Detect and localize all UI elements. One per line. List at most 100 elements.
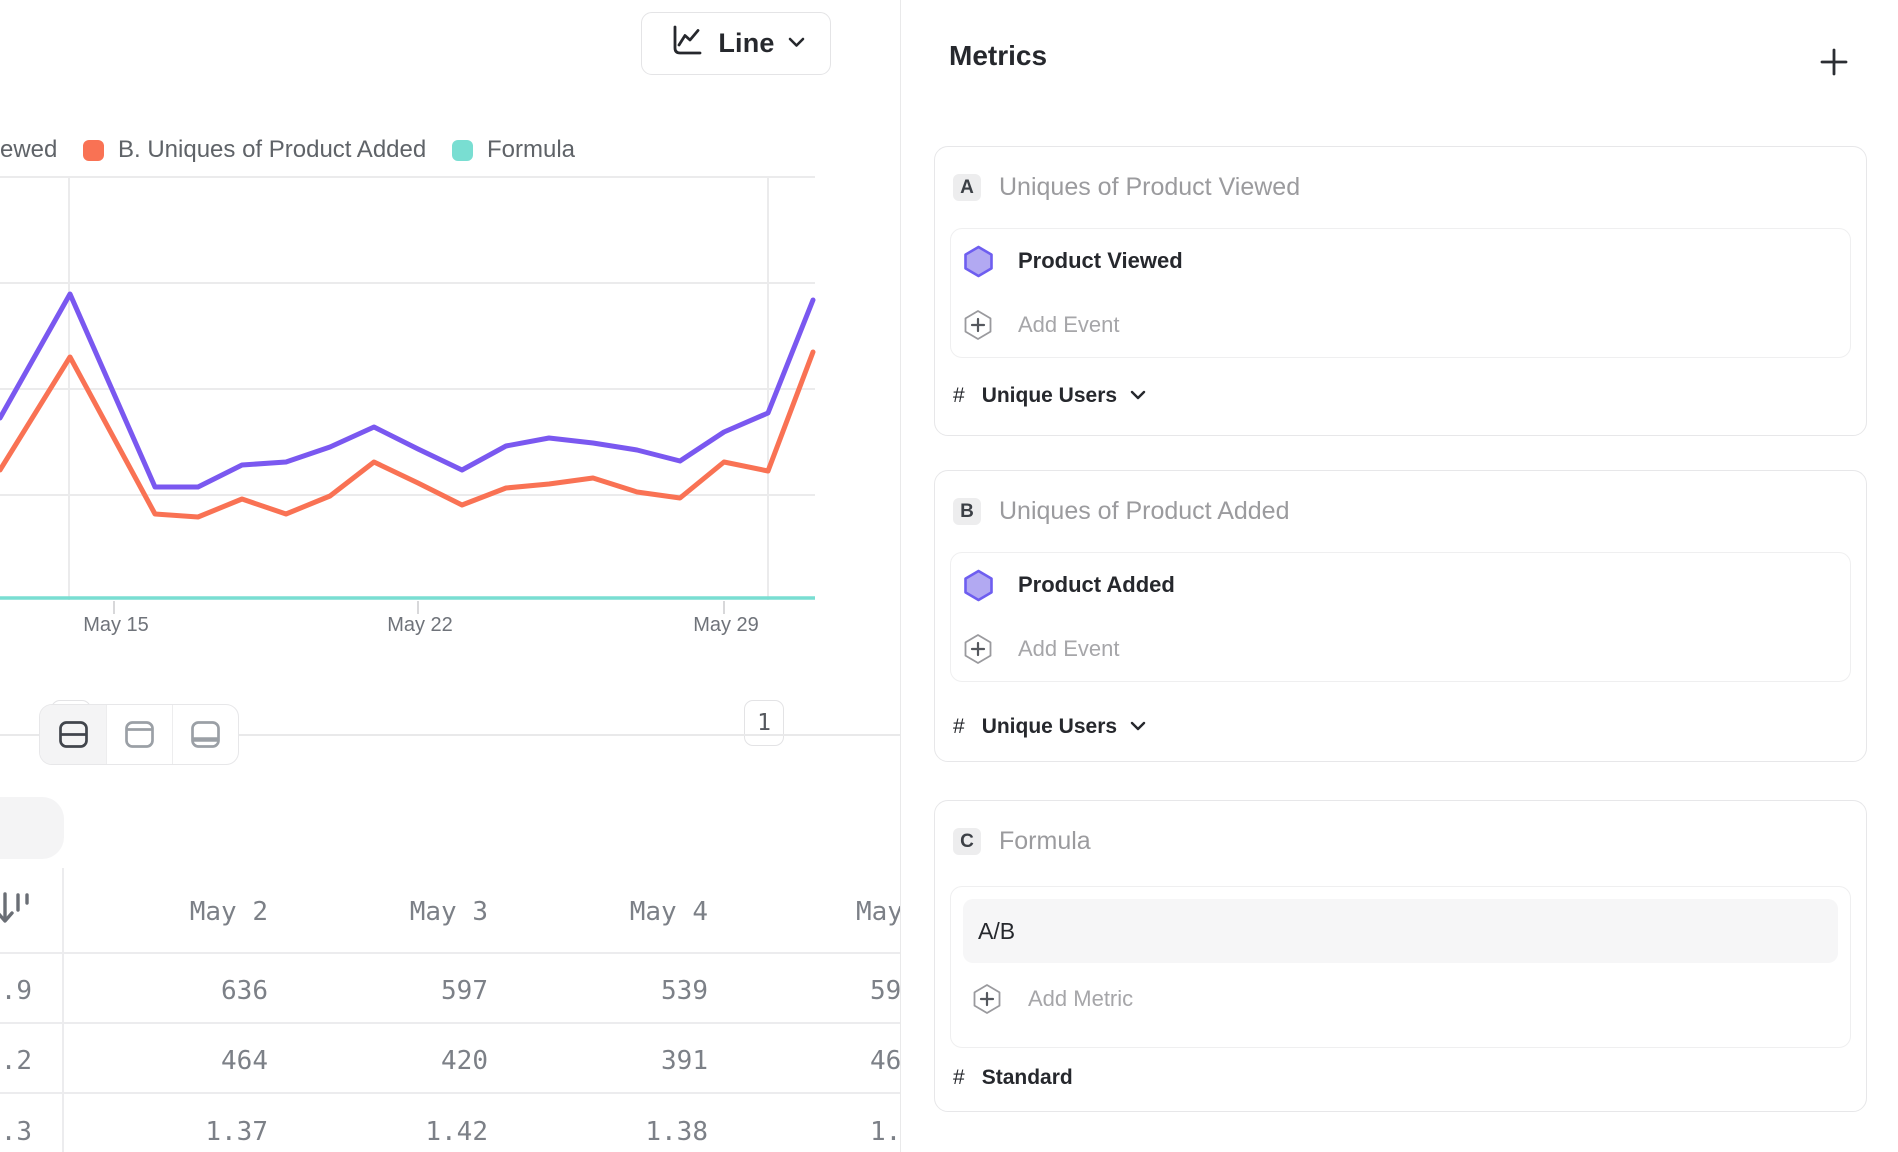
event-row-product-viewed[interactable]: Product Viewed <box>951 229 1850 293</box>
chart-type-dropdown[interactable]: Line <box>641 12 831 75</box>
event-name: Product Added <box>1018 572 1175 597</box>
metric-badge: B <box>953 498 981 525</box>
measure-selector[interactable]: # Standard <box>953 1066 1073 1090</box>
add-event-row[interactable]: Add Event <box>951 293 1850 357</box>
table-filter-chip-truncated[interactable] <box>0 797 64 859</box>
table-cell: 539 <box>661 976 708 1006</box>
metric-card-header: B Uniques of Product Added <box>953 497 1289 526</box>
measure-label: Unique Users <box>981 384 1118 407</box>
chevron-down-icon <box>788 35 805 53</box>
event-list-card: Product Viewed Add Event <box>950 228 1851 358</box>
metric-card-a: A Uniques of Product Viewed Product View… <box>934 146 1867 436</box>
metrics-panel-title: Metrics <box>949 40 1048 71</box>
legend-item-formula[interactable]: Formula <box>452 136 576 163</box>
metric-card-header: A Uniques of Product Viewed <box>953 173 1300 202</box>
header-row-icon <box>125 721 154 748</box>
metric-title: Uniques of Product Viewed <box>999 173 1301 201</box>
metrics-panel: Metrics A Uniques of Product Viewed Prod… <box>900 0 1898 1152</box>
measure-selector[interactable]: # Unique Users <box>953 715 1146 739</box>
metric-title: Uniques of Product Added <box>999 497 1290 525</box>
formula-expression: A/B <box>978 917 1016 944</box>
measure-label: Unique Users <box>981 715 1118 738</box>
table-row-divider <box>0 952 900 954</box>
annotation-marker[interactable]: 1 <box>744 700 784 746</box>
bottom-panel-icon <box>191 721 220 748</box>
table-row-divider <box>0 1022 900 1024</box>
chart-gridlines <box>0 176 815 600</box>
add-event-label: Add Event <box>1018 636 1120 661</box>
table-header-cell[interactable]: May 2 <box>189 897 268 927</box>
number-type-icon: # <box>953 384 965 407</box>
table-row-label: .2 <box>0 1046 32 1076</box>
event-name: Product Viewed <box>1018 248 1183 273</box>
legend-label: Formula <box>487 136 576 163</box>
measure-selector[interactable]: # Unique Users <box>953 384 1146 408</box>
chart-type-label: Line <box>718 28 775 58</box>
sort-descending-icon[interactable] <box>0 891 31 934</box>
event-hexagon-icon <box>964 569 993 601</box>
layout-split-rows-button[interactable] <box>40 705 106 764</box>
table-cell: 1.2 <box>870 1117 900 1147</box>
legend-label: B. Uniques of Product Added <box>118 136 427 163</box>
table-cell: 59 <box>870 976 900 1006</box>
event-list-card: Product Added Add Event <box>950 552 1851 682</box>
table-cell: 636 <box>221 976 268 1006</box>
layout-header-row-button[interactable] <box>106 705 172 764</box>
metric-badge: C <box>953 828 981 855</box>
table-header-cell[interactable]: May <box>856 897 900 927</box>
table-cell: 464 <box>221 1046 268 1076</box>
add-metric-row[interactable]: Add Metric <box>951 963 1850 1035</box>
event-row-product-added[interactable]: Product Added <box>951 553 1850 617</box>
metric-card-b: B Uniques of Product Added Product Added… <box>934 470 1867 762</box>
series-b-line[interactable] <box>0 349 816 520</box>
add-event-hexagon-plus-icon <box>964 310 992 340</box>
table-frozen-column-border <box>62 868 64 1152</box>
add-metric-hexagon-plus-icon <box>973 984 1001 1014</box>
table-header-cell[interactable]: May 3 <box>409 897 488 927</box>
panel-layout-switcher <box>39 704 239 765</box>
series-a-line[interactable] <box>0 291 816 490</box>
add-metric-label: Add Metric <box>1028 986 1134 1011</box>
table-cell: 1.37 <box>205 1117 268 1147</box>
legend-swatch-teal <box>452 139 473 161</box>
table-cell: 391 <box>661 1046 708 1076</box>
add-event-label: Add Event <box>1018 312 1120 337</box>
add-event-row[interactable]: Add Event <box>951 617 1850 681</box>
formula-input[interactable]: A/B <box>963 899 1838 963</box>
legend-label: ewed <box>0 136 58 163</box>
formula-card: A/B Add Metric <box>950 886 1851 1048</box>
add-event-hexagon-plus-icon <box>964 634 992 664</box>
line-chart-canvas[interactable] <box>0 0 900 660</box>
legend-item-b[interactable]: B. Uniques of Product Added <box>83 136 427 163</box>
plus-icon <box>1820 48 1848 76</box>
legend-item-a-truncated[interactable]: ewed <box>0 136 58 163</box>
x-axis-label: May 29 <box>693 614 759 636</box>
number-type-icon: # <box>953 715 965 738</box>
chevron-down-icon <box>1130 718 1146 736</box>
metric-badge: A <box>953 174 981 201</box>
table-cell: 46 <box>870 1046 900 1076</box>
table-cell: 1.38 <box>645 1117 708 1147</box>
table-row-divider <box>0 1092 900 1094</box>
metric-title: Formula <box>999 827 1091 855</box>
measure-label: Standard <box>981 1066 1073 1089</box>
section-divider <box>0 734 900 736</box>
table-header-cell[interactable]: May 4 <box>629 897 708 927</box>
event-hexagon-icon <box>964 245 993 277</box>
chevron-down-icon <box>1130 387 1146 405</box>
layout-bottom-panel-button[interactable] <box>172 705 238 764</box>
table-row-label: .9 <box>0 976 32 1006</box>
metric-card-header: C Formula <box>953 827 1091 856</box>
table-cell: 597 <box>441 976 488 1006</box>
table-row-label: .3 <box>0 1117 32 1147</box>
add-metric-plus-button[interactable] <box>1816 44 1852 80</box>
x-axis-ticks <box>113 601 725 614</box>
table-cell: 420 <box>441 1046 488 1076</box>
number-type-icon: # <box>953 1066 965 1089</box>
line-chart-icon <box>667 22 705 65</box>
x-axis-label: May 15 <box>83 614 149 636</box>
split-rows-icon <box>58 721 88 748</box>
metric-card-c: C Formula A/B Add Metric # Standard <box>934 800 1867 1112</box>
x-axis-label: May 22 <box>387 614 453 636</box>
legend-swatch-orange <box>83 139 104 161</box>
